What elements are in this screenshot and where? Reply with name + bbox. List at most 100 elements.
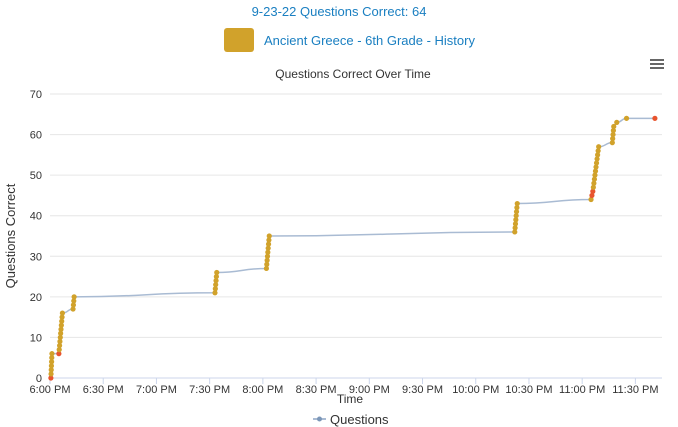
subject-label: Ancient Greece - 6th Grade - History xyxy=(264,32,475,48)
correct-point[interactable] xyxy=(591,176,598,182)
correct-point[interactable] xyxy=(514,200,520,207)
correct-point[interactable] xyxy=(590,184,596,190)
correct-point[interactable] xyxy=(59,310,66,316)
y-tick-label: 40 xyxy=(30,211,42,223)
x-tick-label: 7:00 PM xyxy=(136,384,177,396)
x-tick-label: 10:30 PM xyxy=(505,384,552,396)
correct-point[interactable] xyxy=(58,330,64,336)
correct-point[interactable] xyxy=(611,123,617,130)
subject-color-swatch xyxy=(224,28,254,52)
correct-point[interactable] xyxy=(263,265,270,272)
correct-point[interactable] xyxy=(614,119,620,125)
correct-point[interactable] xyxy=(265,249,271,255)
incorrect-point[interactable] xyxy=(589,192,595,199)
x-axis-ticks: 6:00 PM 6:30 PM 7:00 PM 7:30 PM 8:00 PM 8:30 … xyxy=(30,378,659,396)
legend-marker-icon xyxy=(317,416,322,422)
correct-point[interactable] xyxy=(610,127,616,134)
correct-point[interactable] xyxy=(59,314,65,320)
series-line xyxy=(50,117,655,379)
series-legend[interactable]: Questions xyxy=(313,412,389,427)
correct-point[interactable] xyxy=(610,136,616,142)
x-tick-label: 11:00 PM xyxy=(559,384,605,396)
incorrect-point[interactable] xyxy=(590,188,596,194)
correct-point[interactable] xyxy=(48,367,54,373)
correct-point[interactable] xyxy=(623,115,630,121)
correct-point[interactable] xyxy=(56,342,63,349)
y-tick-label: 60 xyxy=(30,130,42,142)
correct-point[interactable] xyxy=(591,180,597,186)
subject-legend-item[interactable]: Ancient Greece - 6th Grade - History xyxy=(224,28,475,52)
y-tick-label: 20 xyxy=(30,292,42,304)
correct-point[interactable] xyxy=(592,168,599,174)
x-tick-label: 8:00 PM xyxy=(242,384,283,396)
correct-point[interactable] xyxy=(592,172,598,178)
correct-point[interactable] xyxy=(610,131,616,138)
y-tick-label: 70 xyxy=(30,89,42,101)
correct-point[interactable] xyxy=(212,286,218,292)
correct-point[interactable] xyxy=(212,290,218,296)
chart-title: Questions Correct Over Time xyxy=(275,67,431,81)
x-tick-label: 8:30 PM xyxy=(296,384,337,396)
correct-point[interactable] xyxy=(594,156,600,162)
correct-point[interactable] xyxy=(266,237,272,243)
series-layer xyxy=(48,115,658,381)
correct-point[interactable] xyxy=(56,347,62,353)
correct-point[interactable] xyxy=(512,221,519,227)
correct-point[interactable] xyxy=(593,160,600,166)
y-tick-label: 10 xyxy=(30,332,42,344)
correct-point[interactable] xyxy=(596,144,602,150)
correct-point[interactable] xyxy=(58,322,64,328)
correct-point[interactable] xyxy=(264,261,270,267)
correct-point[interactable] xyxy=(49,351,55,357)
correct-point[interactable] xyxy=(513,213,519,219)
x-tick-label: 9:30 PM xyxy=(402,384,443,396)
hamburger-menu-icon[interactable] xyxy=(650,59,664,71)
correct-point[interactable] xyxy=(59,318,65,324)
x-tick-label: 10:00 PM xyxy=(452,384,499,396)
correct-point[interactable] xyxy=(266,233,272,239)
correct-point[interactable] xyxy=(48,359,55,365)
incorrect-point[interactable] xyxy=(56,351,62,357)
correct-point[interactable] xyxy=(57,334,63,341)
correct-point[interactable] xyxy=(48,363,55,369)
correct-point[interactable] xyxy=(71,294,77,300)
correct-point[interactable] xyxy=(609,140,615,146)
correct-point[interactable] xyxy=(70,302,77,308)
x-tick-label: 7:30 PM xyxy=(189,384,230,396)
correct-point[interactable] xyxy=(213,282,219,288)
correct-point[interactable] xyxy=(265,241,272,247)
correct-point[interactable] xyxy=(264,253,271,259)
x-tick-label: 11:30 PM xyxy=(612,384,658,396)
correct-point[interactable] xyxy=(214,269,220,276)
incorrect-point[interactable] xyxy=(652,115,658,121)
x-tick-label: 6:00 PM xyxy=(30,384,71,396)
correct-point[interactable] xyxy=(58,326,64,332)
correct-point[interactable] xyxy=(593,164,599,170)
correct-point[interactable] xyxy=(514,205,520,211)
correct-point[interactable] xyxy=(595,148,601,154)
grid-layer xyxy=(50,93,662,379)
correct-point[interactable] xyxy=(595,152,601,158)
correct-point[interactable] xyxy=(513,209,520,215)
correct-point[interactable] xyxy=(213,278,219,284)
correct-point[interactable] xyxy=(265,245,271,251)
legend-label: Questions xyxy=(330,412,389,427)
incorrect-point[interactable] xyxy=(48,375,54,381)
correct-point[interactable] xyxy=(512,229,518,235)
correct-point[interactable] xyxy=(49,355,55,361)
correct-point[interactable] xyxy=(70,306,76,312)
correct-point[interactable] xyxy=(264,257,270,263)
correct-point[interactable] xyxy=(48,371,54,377)
x-tick-label: 9:00 PM xyxy=(349,384,390,396)
correct-point[interactable] xyxy=(71,298,77,304)
correct-point[interactable] xyxy=(513,217,519,223)
y-axis-ticks: 0 10 20 30 40 50 60 70 xyxy=(30,89,42,385)
correct-point[interactable] xyxy=(213,273,219,280)
y-tick-label: 0 xyxy=(36,373,42,385)
correct-point[interactable] xyxy=(588,196,594,203)
x-axis-label: Time xyxy=(337,392,364,406)
correct-point[interactable] xyxy=(512,225,518,231)
correct-point[interactable] xyxy=(57,338,63,345)
y-tick-label: 50 xyxy=(30,170,42,182)
